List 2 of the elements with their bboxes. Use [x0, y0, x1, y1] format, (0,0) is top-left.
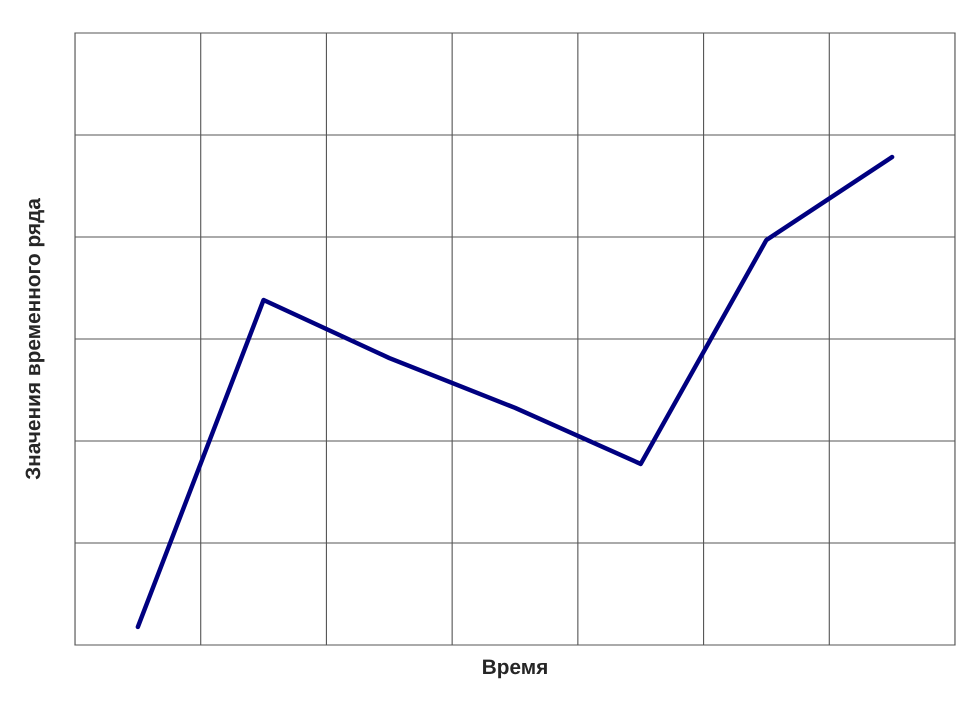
- y-axis-title: Значения временного ряда: [26, 198, 44, 480]
- x-axis-title: Время: [483, 660, 547, 678]
